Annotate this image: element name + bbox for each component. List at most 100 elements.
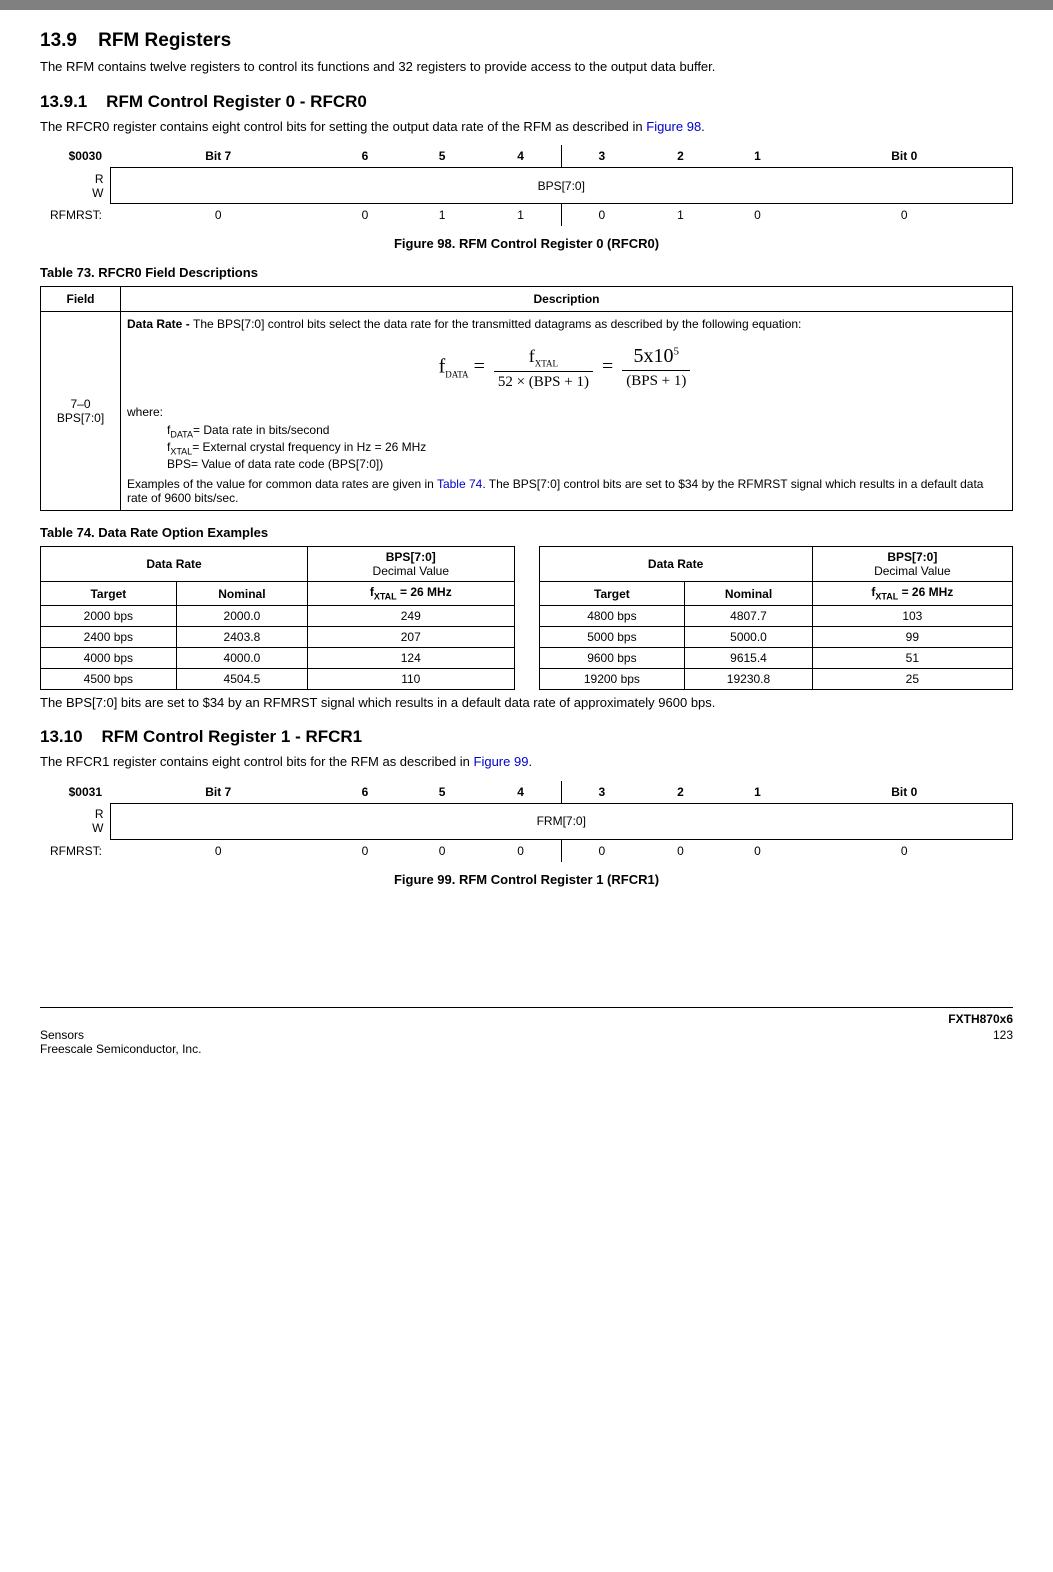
text: DATA [445,369,468,379]
text: W [92,186,103,200]
sec-num: 13.10 [40,727,83,746]
text: Freescale Semiconductor, Inc. [40,1042,201,1056]
text: Decimal Value [874,564,950,578]
figure-99-link[interactable]: Figure 99 [474,754,529,769]
table-row: 4800 bps4807.7103 [539,605,1013,626]
th-nominal: Nominal [685,582,812,605]
th-fxtal: fXTAL = 26 MHz [812,582,1012,605]
bit-label: 1 [719,781,796,804]
th-datarate: Data Rate [539,547,812,582]
th-datarate: Data Rate [41,547,308,582]
text: Decimal Value [373,564,449,578]
rst-bit: 0 [719,839,796,862]
bit-label: 1 [719,145,796,168]
th-target: Target [41,582,177,605]
cell: 5000 bps [539,626,685,647]
cell: 4500 bps [41,668,177,689]
bit-label: 4 [481,145,562,168]
field-range: 7–0 BPS[7:0] [41,312,121,511]
data-rate-left: Data Rate BPS[7:0]Decimal Value Target N… [40,546,515,689]
figure-99-caption: Figure 99. RFM Control Register 1 (RFCR1… [40,872,1013,887]
cell: 207 [308,626,514,647]
cell: 124 [308,647,514,668]
section-13-9: 13.9 RFM Registers [40,30,1013,52]
bit-label: 2 [642,145,719,168]
cell: 2400 bps [41,626,177,647]
rst-bit: 0 [796,204,1012,227]
text: R [95,172,104,186]
th-desc: Description [121,287,1013,312]
bit-label: 5 [404,781,481,804]
page-number: 123 [993,1028,1013,1056]
th-fxtal: fXTAL = 26 MHz [308,582,514,605]
rw-r: R W [40,803,110,839]
table-73-caption: Table 73. RFCR0 Field Descriptions [40,265,1013,280]
text: = [474,355,490,377]
th-bps: BPS[7:0]Decimal Value [308,547,514,582]
rst-bit: 1 [404,204,481,227]
rst-bit: 0 [481,839,562,862]
bit-label: 6 [326,145,403,168]
text: = 26 MHz [898,585,953,599]
reg0-addr: $0030 [40,145,110,168]
text: The RFCR0 register contains eight contro… [40,119,646,134]
table-row: 4500 bps4504.5110 [41,668,515,689]
sec-num: 13.9.1 [40,92,87,111]
text: = 26 MHz [397,585,452,599]
cell: 19200 bps [539,668,685,689]
text: (BPS + 1) [622,371,690,390]
field-description: Data Rate - The BPS[7:0] control bits se… [121,312,1013,511]
text: XTAL [535,359,558,369]
cell: 4000.0 [176,647,307,668]
bit-label: 6 [326,781,403,804]
sec-title: RFM Control Register 1 - RFCR1 [101,727,362,746]
cell: 2403.8 [176,626,307,647]
table-row: 2000 bps2000.0249 [41,605,515,626]
rst-bit: 0 [110,204,326,227]
section-13-10: 13.10 RFM Control Register 1 - RFCR1 [40,727,1013,747]
rst-bit: 0 [110,839,326,862]
rst-bit: 0 [561,204,642,227]
bit-label: 5 [404,145,481,168]
sec-title: RFM Control Register 0 - RFCR0 [106,92,367,111]
bit-label: 3 [561,145,642,168]
table-row: 4000 bps4000.0124 [41,647,515,668]
definitions: fDATA= Data rate in bits/second fXTAL= E… [127,423,1006,472]
reg0-rst-label: RFMRST: [40,204,110,227]
table-74-link[interactable]: Table 74 [437,477,482,491]
bit-label: 2 [642,781,719,804]
section-13-9-1: 13.9.1 RFM Control Register 0 - RFCR0 [40,92,1013,112]
text: XTAL [374,592,397,602]
text: 52 × (BPS + 1) [494,372,593,391]
header-bar [0,0,1053,10]
cell: 4800 bps [539,605,685,626]
page-content: 13.9 RFM Registers The RFM contains twel… [0,30,1053,1076]
equation: fDATA = fXTAL 52 × (BPS + 1) = 5x105 (BP… [127,345,1006,391]
figure-98-link[interactable]: Figure 98 [646,119,701,134]
rst-bit: 0 [796,839,1012,862]
text: 5 [674,346,680,358]
reg1-addr: $0031 [40,781,110,804]
rst-bit: 0 [326,839,403,862]
sec-139-intro: The RFM contains twelve registers to con… [40,58,1013,76]
text: The RFCR1 register contains eight contro… [40,754,474,769]
text: BPS[7:0] [57,411,104,425]
table-73: Field Description 7–0 BPS[7:0] Data Rate… [40,286,1013,511]
reg0-field: BPS[7:0] [110,168,1013,204]
product-name: FXTH870x6 [40,1012,1013,1026]
cell: 103 [812,605,1012,626]
bit-label: Bit 7 [110,145,326,168]
text: = [602,355,618,377]
sec-1391-intro: The RFCR0 register contains eight contro… [40,118,1013,136]
th-field: Field [41,287,121,312]
rst-bit: 0 [561,839,642,862]
bit-label: Bit 0 [796,145,1012,168]
text: Examples of the value for common data ra… [127,477,437,491]
cell: 19230.8 [685,668,812,689]
rst-bit: 0 [326,204,403,227]
text: Data Rate - [127,317,193,331]
rst-bit: 1 [481,204,562,227]
rst-bit: 0 [642,839,719,862]
text: BPS[7:0] [386,550,436,564]
text: . [701,119,705,134]
